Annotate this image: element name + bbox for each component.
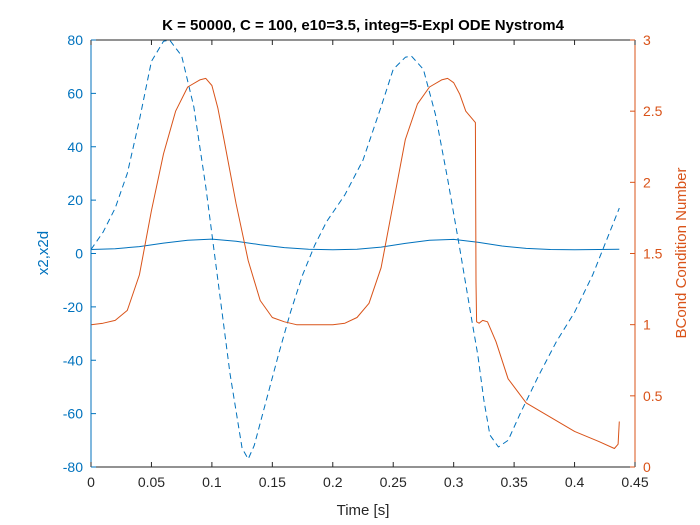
- series-line-2-left-dashed: [90, 39, 620, 460]
- left-y-tick-label: 20: [67, 192, 83, 208]
- left-y-tick-label: 60: [67, 85, 83, 101]
- series-layer: [90, 39, 620, 460]
- right-y-tick-label: 1: [643, 317, 651, 333]
- chart-title: K = 50000, C = 100, e10=3.5, integ=5-Exp…: [162, 17, 565, 34]
- right-y-axis-label: BCond Condition Number: [673, 168, 690, 339]
- x-tick-label: 0.3: [444, 474, 464, 490]
- right-y-tick-label: 0.5: [643, 388, 663, 404]
- left-y-tick-label: 0: [75, 246, 83, 262]
- x-tick-label: 0.45: [621, 474, 648, 490]
- left-y-tick-label: -20: [63, 299, 83, 315]
- left-y-tick-label: -40: [63, 352, 83, 368]
- series-line-3-right-solid: [90, 77, 620, 449]
- left-y-tick-label: 40: [67, 139, 83, 155]
- series-line-1-left-solid: [90, 238, 620, 251]
- x-tick-label: 0.2: [323, 474, 343, 490]
- x-tick-label: 0: [87, 474, 95, 490]
- right-y-tick-label: 3: [643, 32, 651, 48]
- x-tick-label: 0.4: [565, 474, 585, 490]
- left-y-tick-label: -60: [63, 406, 83, 422]
- left-y-tick-label: 80: [67, 32, 83, 48]
- right-y-tick-label: 2.5: [643, 103, 663, 119]
- x-tick-label: 0.25: [380, 474, 407, 490]
- right-y-tick-label: 2: [643, 174, 651, 190]
- right-y-tick-label: 0: [643, 459, 651, 475]
- left-y-axis-label: x2,x2d: [35, 231, 52, 275]
- x-tick-label: 0.05: [138, 474, 165, 490]
- plot-area: [91, 40, 635, 467]
- x-tick-label: 0.1: [202, 474, 222, 490]
- axes-layer: 0 0.05 0.1 0.15 0.2 0.25 0.3 0.35 0.4 0.45 -80 -60 -…: [63, 32, 663, 490]
- left-y-tick-label: -80: [63, 459, 83, 475]
- x-tick-label: 0.35: [500, 474, 527, 490]
- right-y-tick-label: 1.5: [643, 246, 663, 262]
- x-axis-label: Time [s]: [337, 502, 390, 519]
- x-tick-label: 0.15: [259, 474, 286, 490]
